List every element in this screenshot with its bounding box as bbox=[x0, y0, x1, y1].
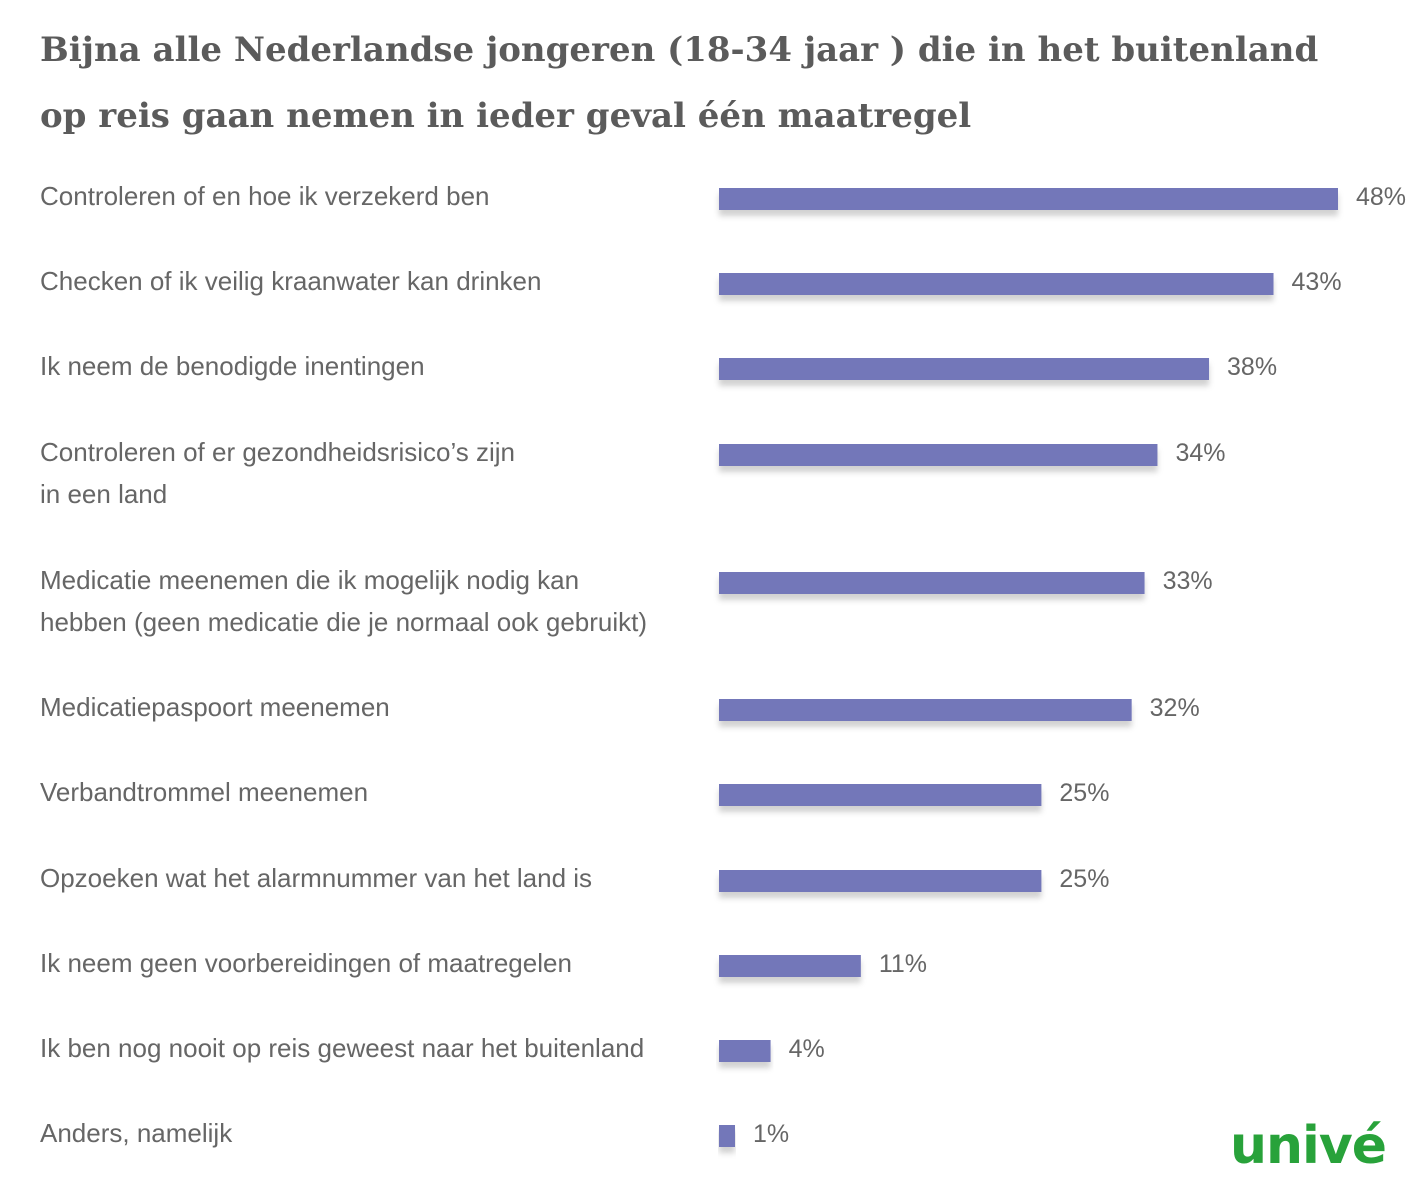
category-label: Medicatie meenemen die ik mogelijk nodig… bbox=[40, 565, 647, 637]
bar bbox=[719, 699, 1132, 721]
bars-layer: Controleren of en hoe ik verzekerd ben 48… bbox=[40, 181, 1406, 1148]
value-label: 25% bbox=[1059, 865, 1109, 893]
chart-title-line-1: Bijna alle Nederlandse jongeren (18-34 j… bbox=[40, 30, 1319, 70]
category-label: Anders, namelijk bbox=[40, 1118, 233, 1148]
chart-title-line-2: op reis gaan nemen in ieder geval één ma… bbox=[40, 96, 972, 136]
category-label: Ik ben nog nooit op reis geweest naar he… bbox=[40, 1033, 644, 1063]
value-label: 4% bbox=[789, 1035, 825, 1063]
category-label: Verbandtrommel meenemen bbox=[40, 777, 368, 807]
category-label: Controleren of en hoe ik verzekerd ben bbox=[40, 181, 490, 211]
category-label: Checken of ik veilig kraanwater kan drin… bbox=[40, 266, 541, 296]
category-label: Ik neem geen voorbereidingen of maatrege… bbox=[40, 948, 572, 978]
bar bbox=[719, 955, 861, 977]
value-label: 34% bbox=[1175, 439, 1225, 467]
bar bbox=[719, 870, 1042, 892]
category-label: Medicatiepaspoort meenemen bbox=[40, 692, 390, 722]
bar bbox=[719, 1040, 771, 1062]
bar bbox=[719, 358, 1210, 380]
value-label: 43% bbox=[1292, 268, 1342, 296]
bar bbox=[719, 273, 1274, 295]
unive-logo: univé bbox=[1229, 1116, 1387, 1176]
category-label: Opzoeken wat het alarmnummer van het lan… bbox=[40, 863, 592, 893]
bar bbox=[719, 784, 1042, 806]
bar bbox=[719, 188, 1338, 210]
value-label: 1% bbox=[753, 1120, 789, 1148]
category-label: Controleren of er gezondheidsrisico’s zi… bbox=[40, 437, 515, 509]
bar bbox=[719, 1125, 735, 1147]
value-label: 38% bbox=[1227, 353, 1277, 381]
bar bbox=[719, 572, 1145, 594]
value-label: 33% bbox=[1163, 567, 1213, 595]
value-label: 48% bbox=[1356, 183, 1406, 211]
value-label: 11% bbox=[879, 950, 927, 978]
bar bbox=[719, 444, 1158, 466]
category-label: Ik neem de benodigde inentingen bbox=[40, 351, 425, 381]
value-label: 25% bbox=[1059, 779, 1109, 807]
value-label: 32% bbox=[1150, 694, 1200, 722]
